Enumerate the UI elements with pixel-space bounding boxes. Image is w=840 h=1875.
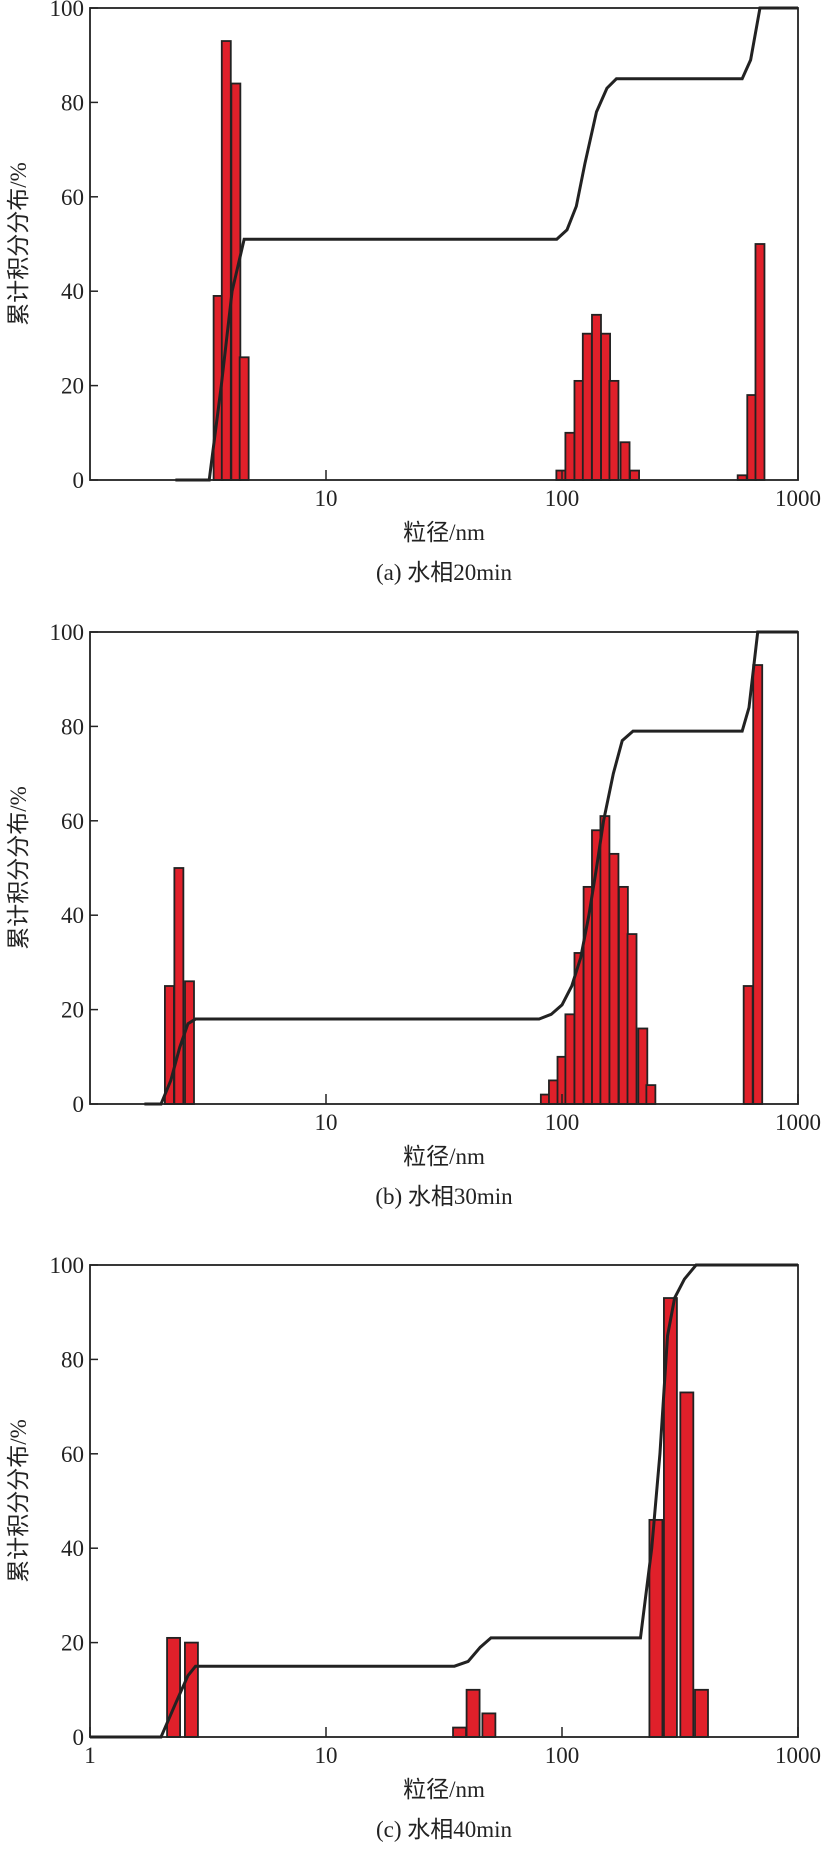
bar — [581, 332, 593, 481]
y-tick-label: 40 — [61, 903, 84, 928]
y-tick-label: 60 — [61, 809, 84, 834]
bar — [608, 379, 620, 481]
caption: (a) 水相20min — [376, 560, 513, 585]
chart-panel: 0 20 40 60 80 100 10 100 1000 粒径/nm (b) 水相30min 累计积… — [6, 620, 821, 1209]
bar — [173, 867, 185, 1105]
x-tick-label: 1000 — [775, 486, 821, 511]
bar — [481, 1712, 497, 1738]
y-axis-label: 累计积分分布/% — [6, 162, 31, 326]
bar — [626, 933, 638, 1105]
plot-frame — [89, 631, 799, 1105]
bar — [452, 1726, 467, 1738]
chart-panel: 0 20 40 60 80 100 10 100 1000 粒径/nm (a) 水相20min 累计积… — [6, 0, 821, 585]
cumulative-line — [90, 1263, 798, 1739]
bar — [238, 356, 250, 481]
x-tick-label: 10 — [315, 1743, 338, 1768]
y-tick-label: 100 — [50, 1253, 85, 1278]
bar — [754, 243, 766, 481]
bar — [619, 441, 631, 481]
y-axis-label: 累计积分分布/% — [6, 786, 31, 950]
y-tick-label: 100 — [50, 0, 85, 21]
y-tick-label: 20 — [61, 1631, 84, 1656]
bar — [599, 815, 611, 1105]
plot-frame — [89, 7, 799, 481]
y-tick-label: 60 — [61, 185, 84, 210]
bar — [591, 313, 602, 481]
x-tick-label: 10 — [315, 486, 338, 511]
bar — [679, 1391, 695, 1738]
bar — [694, 1688, 709, 1738]
bar — [184, 980, 195, 1105]
y-tick-label: 80 — [61, 90, 84, 115]
cumulative-line — [175, 6, 798, 482]
bar — [564, 1013, 576, 1105]
x-tick-label: 1 — [84, 1743, 96, 1768]
y-tick-label: 0 — [73, 1092, 85, 1117]
bar — [608, 852, 620, 1105]
x-axis-label: 粒径/nm — [403, 1777, 485, 1802]
bar — [629, 469, 640, 481]
x-tick-label: 10 — [315, 1110, 338, 1135]
bar — [742, 985, 754, 1105]
y-tick-label: 80 — [61, 714, 84, 739]
x-tick-label: 1000 — [775, 1743, 821, 1768]
y-axis-label: 累计积分分布/% — [6, 1419, 31, 1583]
bar — [645, 1084, 657, 1105]
x-axis-label: 粒径/nm — [403, 520, 485, 545]
bar — [617, 885, 629, 1105]
y-tick-label: 100 — [50, 620, 85, 645]
x-tick-label: 100 — [545, 486, 580, 511]
y-tick-label: 60 — [61, 1442, 84, 1467]
cumulative-line — [144, 630, 798, 1106]
caption: (b) 水相30min — [375, 1184, 513, 1209]
y-tick-label: 20 — [61, 998, 84, 1023]
caption: (c) 水相40min — [376, 1817, 513, 1842]
y-tick-label: 40 — [61, 1536, 84, 1561]
y-tick-label: 0 — [73, 1725, 85, 1750]
plot-frame — [89, 1264, 799, 1738]
bar — [465, 1688, 481, 1738]
y-tick-label: 20 — [61, 374, 84, 399]
x-tick-label: 100 — [545, 1743, 580, 1768]
y-tick-label: 40 — [61, 279, 84, 304]
chart-panel: 0 20 40 60 80 100 1 10 100 1000 粒径/nm (c) 水相40min 累计… — [6, 1253, 821, 1842]
x-tick-label: 1000 — [775, 1110, 821, 1135]
y-tick-label: 0 — [73, 468, 85, 493]
y-tick-label: 80 — [61, 1347, 84, 1372]
x-axis-label: 粒径/nm — [403, 1144, 485, 1169]
bar — [184, 1641, 199, 1738]
bar — [220, 40, 232, 481]
x-tick-label: 100 — [545, 1110, 580, 1135]
bar — [555, 469, 567, 481]
bar — [564, 431, 576, 481]
bar — [752, 664, 764, 1105]
